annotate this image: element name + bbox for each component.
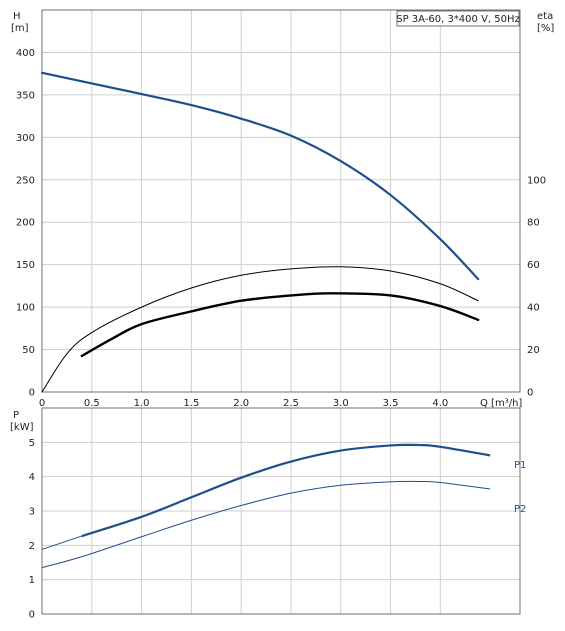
power-tick-label: 3 (29, 507, 35, 518)
bottom-chart-frame (41, 407, 521, 615)
y2-axis-label-eta: eta (537, 11, 553, 22)
y-axis-label-p: P (13, 410, 19, 421)
bottom-chart-series (41, 443, 491, 569)
y2-tick-label: 80 (527, 218, 540, 229)
y-tick-label: 100 (16, 303, 35, 314)
chart-title-box (396, 10, 520, 27)
x-tick-label: 1.5 (183, 398, 199, 409)
y-tick-label: 350 (16, 90, 35, 101)
series-efficiency-thin (41, 266, 479, 393)
series-label-p2: P2 (514, 504, 526, 515)
power-tick-label: 5 (29, 438, 35, 449)
y-axis-label-h: H (13, 11, 21, 22)
power-tick-label: 0 (29, 610, 35, 621)
x-tick-label: 0.5 (84, 398, 100, 409)
series-efficiency-thick (80, 292, 480, 358)
power-tick-label: 2 (29, 541, 35, 552)
y-tick-label: 250 (16, 175, 35, 186)
series-head (40, 71, 480, 281)
y2-axis-unit-eta: [%] (537, 23, 554, 34)
top-chart-ticks: 0 0.5 1.0 1.5 2.0 2.5 3.0 3.5 4.0050100150200250… (16, 48, 546, 409)
x-tick-label: 1.0 (134, 398, 150, 409)
x-tick-label: 2.5 (283, 398, 299, 409)
x-tick-label: 3.0 (333, 398, 349, 409)
chart-title: SP 3A-60, 3*400 V, 50Hz (396, 14, 520, 25)
series-head-extension (41, 72, 82, 82)
y-tick-label: 300 (16, 133, 35, 144)
top-chart-frame (41, 9, 521, 393)
y-tick-label: 0 (29, 388, 35, 399)
series-label-p1: P1 (514, 460, 526, 471)
series-p2-thin (41, 480, 491, 569)
series-p1-thick (81, 443, 491, 538)
y-tick-label: 200 (16, 218, 35, 229)
power-tick-label: 4 (29, 472, 35, 483)
y-axis-unit-p: [kW] (10, 422, 34, 433)
y-tick-label: 150 (16, 260, 35, 271)
y-axis-unit-h: [m] (11, 23, 29, 34)
y2-tick-label: 0 (527, 388, 533, 399)
x-tick-label: 2.0 (233, 398, 249, 409)
bottom-chart-grid (42, 408, 520, 614)
y-tick-label: 50 (22, 345, 35, 356)
x-tick-label: 4.0 (432, 398, 448, 409)
y2-tick-label: 40 (527, 303, 540, 314)
y2-tick-label: 100 (527, 175, 546, 186)
y-tick-label: 400 (16, 48, 35, 59)
top-chart-grid (42, 9, 520, 392)
x-tick-label: 3.5 (383, 398, 399, 409)
y2-tick-label: 60 (527, 260, 540, 271)
y2-tick-label: 20 (527, 345, 540, 356)
bottom-chart-ticks: 0 1 2 3 4 5 (29, 438, 35, 621)
x-tick-label: 0 (39, 398, 45, 409)
top-chart-series (40, 71, 480, 393)
power-tick-label: 1 (29, 575, 35, 586)
x-axis-label-q: Q [m³/h] (480, 398, 522, 409)
series-p1-thin (41, 444, 491, 550)
